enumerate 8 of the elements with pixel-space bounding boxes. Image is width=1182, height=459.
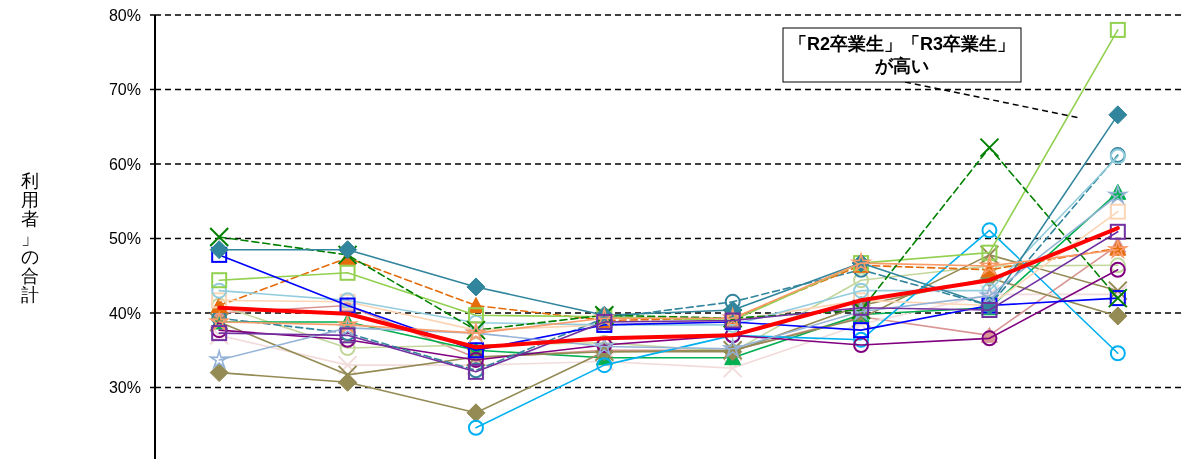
y-axis-title: 利用者」の合計 <box>21 171 39 305</box>
y-tick-label: 70% <box>108 81 141 98</box>
y-tick-label: 80% <box>108 6 141 24</box>
y-tick-label: 40% <box>108 304 141 322</box>
y-tick-label: 30% <box>108 379 141 396</box>
annotation: 「R2卒業生」「R3卒業生」が高い <box>788 34 1016 76</box>
y-tick-label: 60% <box>108 155 141 173</box>
y-tick-label: 50% <box>108 230 141 247</box>
